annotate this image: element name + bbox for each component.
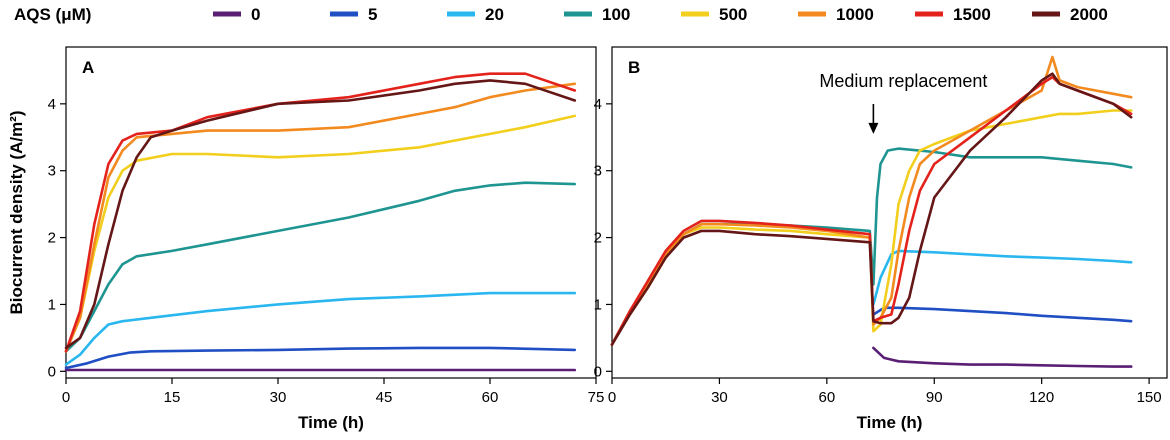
y-tick-label: 2 [48, 230, 56, 247]
panel-b: B Time (h) 0 30 60 90 120 150 0 1 2 3 4 Medium rep… [594, 46, 1168, 432]
panel-a-frame [65, 46, 597, 379]
annotation-text: Medium replacement [819, 71, 987, 91]
legend-label-20: 20 [485, 5, 504, 24]
x-tick-label: 30 [270, 389, 287, 406]
legend-label-2000: 2000 [1070, 5, 1108, 24]
x-tick-label: 60 [482, 389, 499, 406]
panel-a-ylabel: Biocurrent density (A/m²) [7, 110, 26, 314]
legend-label-500: 500 [719, 5, 747, 24]
legend-label-5: 5 [368, 5, 377, 24]
x-tick-label: 0 [62, 389, 70, 406]
legend-label-100: 100 [602, 5, 630, 24]
legend-title: AQS (μM) [14, 5, 91, 24]
y-tick-label: 0 [48, 363, 56, 380]
series-line-1500 [610, 75, 1133, 346]
x-tick-label: 150 [1137, 389, 1162, 406]
x-tick-label: 60 [818, 389, 835, 406]
x-tick-label: 15 [164, 389, 181, 406]
panel-a-xlabel: Time (h) [298, 413, 364, 432]
panel-a-series [64, 72, 577, 372]
series-line-500 [64, 114, 577, 353]
y-tick-label: 1 [48, 296, 56, 313]
series-line-20 [64, 291, 577, 366]
x-tick-label: 0 [608, 389, 616, 406]
y-tick-label: 3 [594, 163, 602, 180]
annotation-arrow-head [868, 122, 879, 134]
series-line-20 [872, 249, 1133, 306]
panel-b-series [610, 55, 1133, 368]
series-line-100 [64, 181, 577, 353]
y-tick-label: 3 [48, 163, 56, 180]
series-line-1500 [64, 72, 577, 353]
series-line-0 [872, 346, 1133, 368]
y-tick-label: 2 [594, 230, 602, 247]
panel-b-label: B [628, 58, 640, 77]
panel-b-frame [611, 46, 1168, 379]
series-line-5 [872, 306, 1133, 323]
legend-label-1000: 1000 [836, 5, 874, 24]
panel-a: A Biocurrent density (A/m²) Time (h) 0 15… [7, 46, 605, 432]
x-tick-label: 30 [711, 389, 728, 406]
legend-label-1500: 1500 [953, 5, 991, 24]
x-tick-label: 45 [376, 389, 393, 406]
panel-b-xlabel: Time (h) [857, 413, 923, 432]
series-line-1000 [64, 82, 577, 353]
panel-b-annotation: Medium replacement [819, 71, 987, 134]
x-tick-label: 120 [1029, 389, 1054, 406]
y-tick-label: 1 [594, 296, 602, 313]
y-tick-label: 4 [594, 96, 602, 113]
panel-a-label: A [82, 58, 94, 77]
legend: AQS (μM) 0 5 20 100 500 1000 1500 2000 [14, 5, 1108, 24]
x-tick-label: 75 [588, 389, 605, 406]
series-line-1000 [610, 55, 1133, 346]
series-line-5 [64, 346, 577, 370]
x-tick-label: 90 [926, 389, 943, 406]
legend-label-0: 0 [251, 5, 260, 24]
y-tick-label: 4 [48, 96, 56, 113]
panel-b-ticks: 0 30 60 90 120 150 0 1 2 3 4 [594, 96, 1162, 406]
y-tick-label: 0 [594, 363, 602, 380]
series-line-2000 [610, 72, 1133, 346]
series-line-2000 [64, 79, 577, 350]
